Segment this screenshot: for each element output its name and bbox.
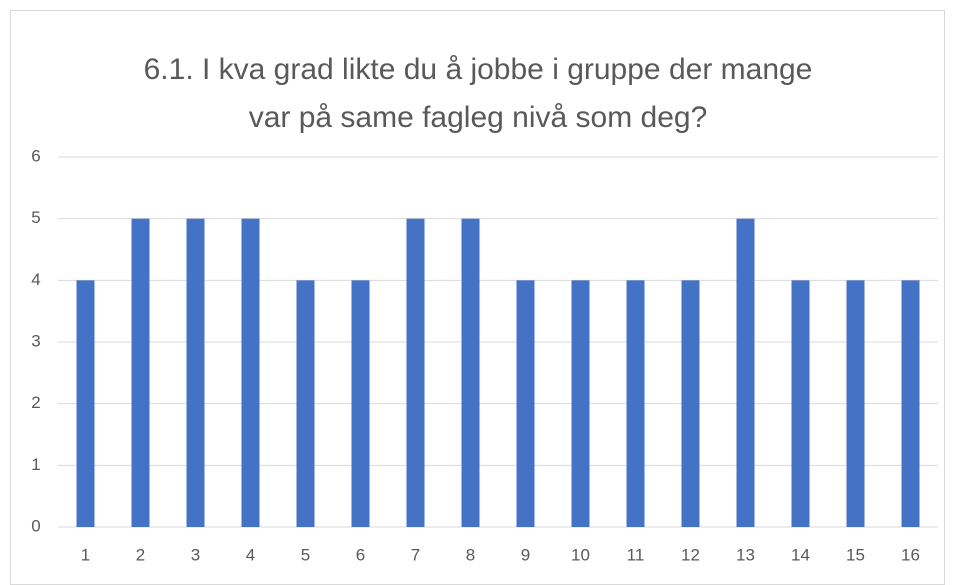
bar	[296, 280, 315, 527]
x-tick-label: 4	[246, 545, 255, 564]
y-tick-label: 0	[31, 516, 40, 535]
y-tick-label: 4	[31, 270, 40, 289]
bar	[241, 218, 260, 527]
y-tick-label: 6	[31, 146, 40, 165]
bar	[516, 280, 535, 527]
x-tick-label: 15	[846, 545, 865, 564]
bar	[351, 280, 370, 527]
y-tick-label: 2	[31, 393, 40, 412]
x-tick-label: 14	[791, 545, 810, 564]
x-tick-label: 3	[191, 545, 200, 564]
x-tick-label: 9	[521, 545, 530, 564]
bar	[791, 280, 810, 527]
x-tick-label: 16	[901, 545, 920, 564]
bar	[186, 218, 205, 527]
x-tick-label: 11	[627, 545, 645, 564]
y-tick-label: 1	[31, 455, 40, 474]
x-tick-label: 13	[736, 545, 755, 564]
chart-title: 6.1. I kva grad likte du å jobbe i grupp…	[143, 53, 813, 134]
x-tick-label: 7	[411, 545, 420, 564]
bar	[901, 280, 920, 527]
bar	[131, 218, 150, 527]
x-tick-label: 5	[301, 545, 310, 564]
x-tick-label: 1	[81, 545, 90, 564]
bar	[406, 218, 425, 527]
x-tick-label: 2	[136, 545, 145, 564]
y-tick-label: 3	[31, 331, 40, 350]
bar	[76, 280, 95, 527]
x-tick-label: 6	[356, 545, 365, 564]
x-tick-label: 10	[571, 545, 590, 564]
bar	[571, 280, 590, 527]
bar	[626, 280, 645, 527]
x-tick-label: 8	[466, 545, 475, 564]
y-tick-label: 5	[31, 208, 40, 227]
x-tick-label: 12	[681, 545, 700, 564]
bar	[736, 218, 755, 527]
bar	[681, 280, 700, 527]
bar	[846, 280, 865, 527]
bar	[461, 218, 480, 527]
